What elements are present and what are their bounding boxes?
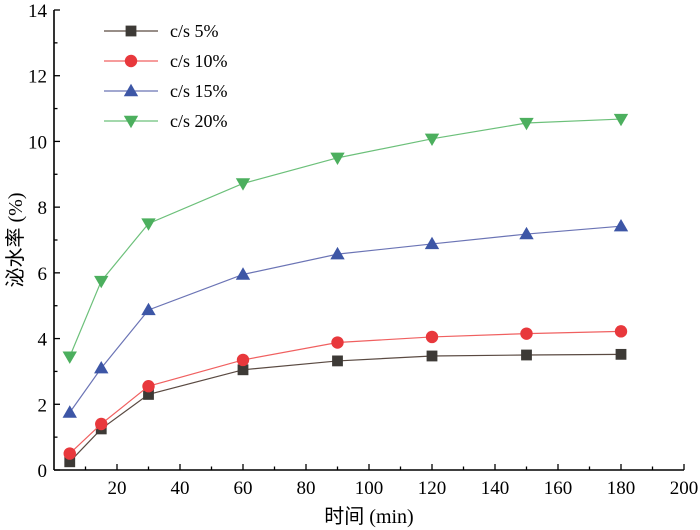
x-tick-label: 100 <box>355 478 384 499</box>
x-tick-label: 20 <box>108 478 127 499</box>
legend-label: c/s 15% <box>170 81 228 101</box>
y-tick-label: 8 <box>38 198 48 219</box>
data-point <box>236 353 250 367</box>
x-axis-label: 时间 (min) <box>324 505 413 528</box>
legend-marker <box>123 115 139 129</box>
legend-label: c/s 20% <box>170 111 228 131</box>
data-point <box>424 133 440 146</box>
data-point <box>332 355 343 367</box>
data-point <box>330 246 345 260</box>
data-point <box>94 360 109 374</box>
x-tick-label: 180 <box>607 478 636 499</box>
y-tick-label: 14 <box>28 1 48 22</box>
series-1 <box>64 348 627 468</box>
data-point <box>141 302 156 316</box>
legend: c/s 5% c/s 10% c/s 15% c/s 20% <box>104 21 228 131</box>
y-tick-label: 0 <box>38 461 48 482</box>
x-tick-label: 120 <box>418 478 447 499</box>
axes: 20 40 60 80 100 120 140 160 180 200 0 2 4 6 8 10 12 14 <box>28 1 698 499</box>
data-point <box>95 417 108 431</box>
data-point <box>141 218 156 231</box>
data-point <box>62 405 77 418</box>
series-3 <box>62 219 629 418</box>
data-point <box>519 117 534 131</box>
data-point <box>142 380 155 393</box>
series-line <box>69 225 622 413</box>
y-tick-label: 4 <box>38 330 48 351</box>
x-tick-label: 40 <box>171 478 190 499</box>
x-tick-label: 160 <box>544 478 573 499</box>
data-point <box>237 364 249 376</box>
data-point <box>613 113 629 127</box>
legend-item: c/s 10% <box>104 51 228 71</box>
legend-marker <box>125 25 137 37</box>
x-tick-label: 140 <box>481 478 510 499</box>
x-tick-label: 200 <box>670 478 699 499</box>
legend-marker <box>124 54 138 68</box>
data-point <box>424 236 440 250</box>
series-4 <box>62 113 629 364</box>
plot-area <box>62 113 629 468</box>
data-point <box>426 350 438 362</box>
data-point <box>519 226 534 240</box>
data-point <box>143 389 154 400</box>
data-point <box>235 178 251 191</box>
y-tick-label: 6 <box>38 264 48 285</box>
legend-label: c/s 10% <box>170 51 228 71</box>
data-point <box>94 275 109 289</box>
data-point <box>614 325 628 338</box>
data-point <box>425 330 439 344</box>
y-axis-label: 泌水率 (%) <box>4 193 27 288</box>
y-tick-label: 12 <box>28 67 47 88</box>
legend-item: c/s 20% <box>104 111 228 131</box>
data-point <box>521 349 532 361</box>
series-line <box>69 118 622 357</box>
x-tick-label: 60 <box>234 478 253 499</box>
data-point <box>62 351 77 364</box>
legend-label: c/s 5% <box>170 21 219 41</box>
y-tick-label: 10 <box>28 132 47 153</box>
data-point <box>330 152 345 166</box>
data-point <box>64 456 76 468</box>
series-line <box>69 330 622 455</box>
legend-item: c/s 15% <box>104 81 228 101</box>
data-point <box>63 447 76 460</box>
data-point <box>520 327 533 340</box>
legend-marker <box>123 83 139 97</box>
series-line <box>69 353 622 463</box>
data-point <box>615 348 627 360</box>
y-tick-label: 2 <box>38 395 48 416</box>
data-point <box>613 219 629 232</box>
data-point <box>235 267 251 280</box>
legend-item: c/s 5% <box>104 21 219 41</box>
data-point <box>331 336 344 349</box>
series-2 <box>63 325 628 460</box>
x-tick-label: 80 <box>297 478 316 499</box>
